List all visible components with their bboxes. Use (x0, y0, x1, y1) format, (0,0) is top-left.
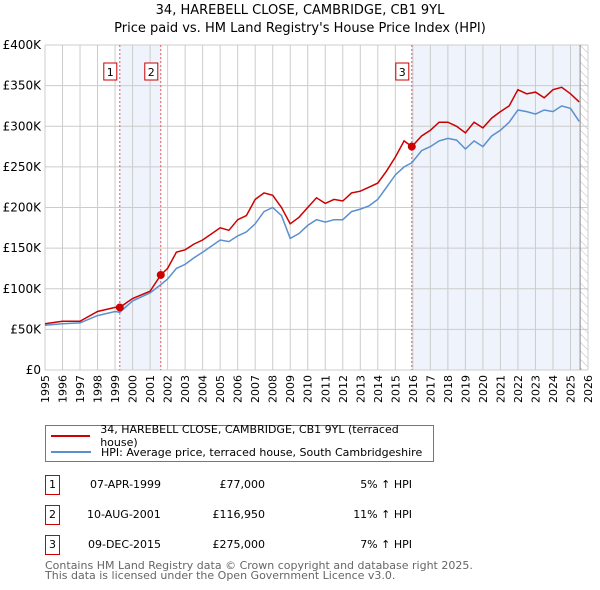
legend-label: 34, HAREBELL CLOSE, CAMBRIDGE, CB1 9YL (… (100, 423, 399, 449)
sale-label: 1 (107, 66, 114, 79)
transaction-row: 1 07-APR-1999 £77,000 5% ↑ HPI (45, 475, 445, 495)
x-tick-label: 2003 (179, 375, 192, 403)
x-tick-label: 2002 (162, 375, 175, 403)
legend-item-hpi: HPI: Average price, terraced house, Sout… (51, 444, 422, 460)
x-tick-label: 2011 (319, 375, 332, 403)
transaction-price: £77,000 (219, 478, 266, 491)
y-tick-label: £300K (3, 119, 43, 133)
footer-licence: This data is licensed under the Open Gov… (45, 569, 396, 582)
chart-title: 34, HAREBELL CLOSE, CAMBRIDGE, CB1 9YL (155, 3, 445, 18)
x-tick-label: 2004 (197, 375, 210, 403)
sale-label-box (103, 62, 118, 81)
property-price-line (44, 86, 580, 325)
x-tick-label: 2019 (459, 375, 472, 403)
sale-label-box (395, 62, 410, 81)
x-tick-label: 2005 (214, 375, 227, 403)
legend-swatch-blue (51, 451, 91, 453)
sale-point (156, 270, 165, 279)
sale-label: 2 (148, 66, 155, 79)
x-tick-label: 2023 (529, 375, 542, 403)
x-tick-label: 2009 (284, 375, 297, 403)
x-tick-label: 2018 (442, 375, 455, 403)
sale-label: 3 (399, 66, 406, 79)
hpi-line (44, 105, 580, 327)
x-tick-label: 2016 (407, 375, 420, 403)
x-tick-label: 2017 (424, 375, 437, 403)
transaction-price: £116,950 (212, 508, 266, 521)
sale-label-box (144, 62, 159, 81)
x-tick-label: 2008 (267, 375, 280, 403)
transaction-hpi: 7% ↑ HPI (360, 538, 412, 551)
x-tick-label: 2001 (144, 375, 157, 403)
x-tick-label: 1998 (92, 375, 105, 403)
x-tick-label: 2024 (547, 375, 560, 403)
x-tick-label: 2012 (337, 375, 350, 403)
transaction-price: £275,000 (212, 538, 266, 551)
x-tick-label: 1996 (57, 375, 70, 403)
x-tick-label: 2025 (564, 375, 577, 403)
footer-copyright: Contains HM Land Registry data © Crown c… (45, 559, 473, 572)
chart-subtitle: Price paid vs. HM Land Registry's House … (114, 21, 486, 36)
transaction-row: 3 09-DEC-2015 £275,000 7% ↑ HPI (45, 535, 445, 555)
transaction-marker: 1 (45, 475, 60, 495)
x-tick-label: 2020 (477, 375, 490, 403)
transaction-hpi: 11% ↑ HPI (353, 508, 412, 521)
transaction-row: 2 10-AUG-2001 £116,950 11% ↑ HPI (45, 505, 445, 525)
x-tick-label: 2006 (232, 375, 245, 403)
y-tick-label: £400K (3, 38, 43, 52)
x-tick-label: 1995 (39, 375, 52, 403)
legend-item-property: 34, HAREBELL CLOSE, CAMBRIDGE, CB1 9YL (… (51, 423, 433, 449)
x-tick-label: 2010 (302, 375, 315, 403)
transaction-marker: 2 (45, 505, 60, 525)
sale-point (407, 142, 416, 151)
price-chart: 1995 1996 1997 1998 1999 2000 2001 2002 2003 2004… (3, 38, 595, 403)
x-tick-label: 2022 (512, 375, 525, 403)
x-tick-label: 2014 (372, 375, 385, 403)
transaction-marker: 3 (45, 535, 60, 555)
y-tick-label: £200K (3, 201, 43, 215)
x-tick-label: 1999 (109, 375, 122, 403)
transaction-date: 10-AUG-2001 (87, 508, 161, 521)
x-tick-label: 2000 (127, 375, 140, 403)
x-tick-label: 2021 (494, 375, 507, 403)
x-tick-label: 2015 (389, 375, 402, 403)
y-tick-label: £0 (26, 363, 41, 377)
y-tick-label: £100K (3, 282, 43, 296)
legend-label: HPI: Average price, terraced house, Sout… (101, 445, 423, 459)
sale-point (115, 303, 124, 312)
y-tick-label: £350K (3, 79, 43, 93)
legend-swatch-red (51, 435, 91, 437)
y-tick-label: £250K (3, 160, 43, 174)
x-tick-label: 2026 (582, 375, 595, 403)
transaction-hpi: 5% ↑ HPI (360, 478, 412, 491)
x-tick-label: 1997 (74, 375, 87, 403)
y-tick-label: £150K (3, 241, 43, 255)
legend: 34, HAREBELL CLOSE, CAMBRIDGE, CB1 9YL (… (45, 423, 434, 462)
footer: Contains HM Land Registry data © Crown c… (45, 559, 473, 582)
x-tick-label: 2013 (354, 375, 367, 403)
y-tick-label: £50K (10, 322, 42, 336)
x-tick-label: 2007 (249, 375, 262, 403)
transaction-date: 07-APR-1999 (90, 478, 162, 491)
transaction-date: 09-DEC-2015 (88, 538, 162, 551)
